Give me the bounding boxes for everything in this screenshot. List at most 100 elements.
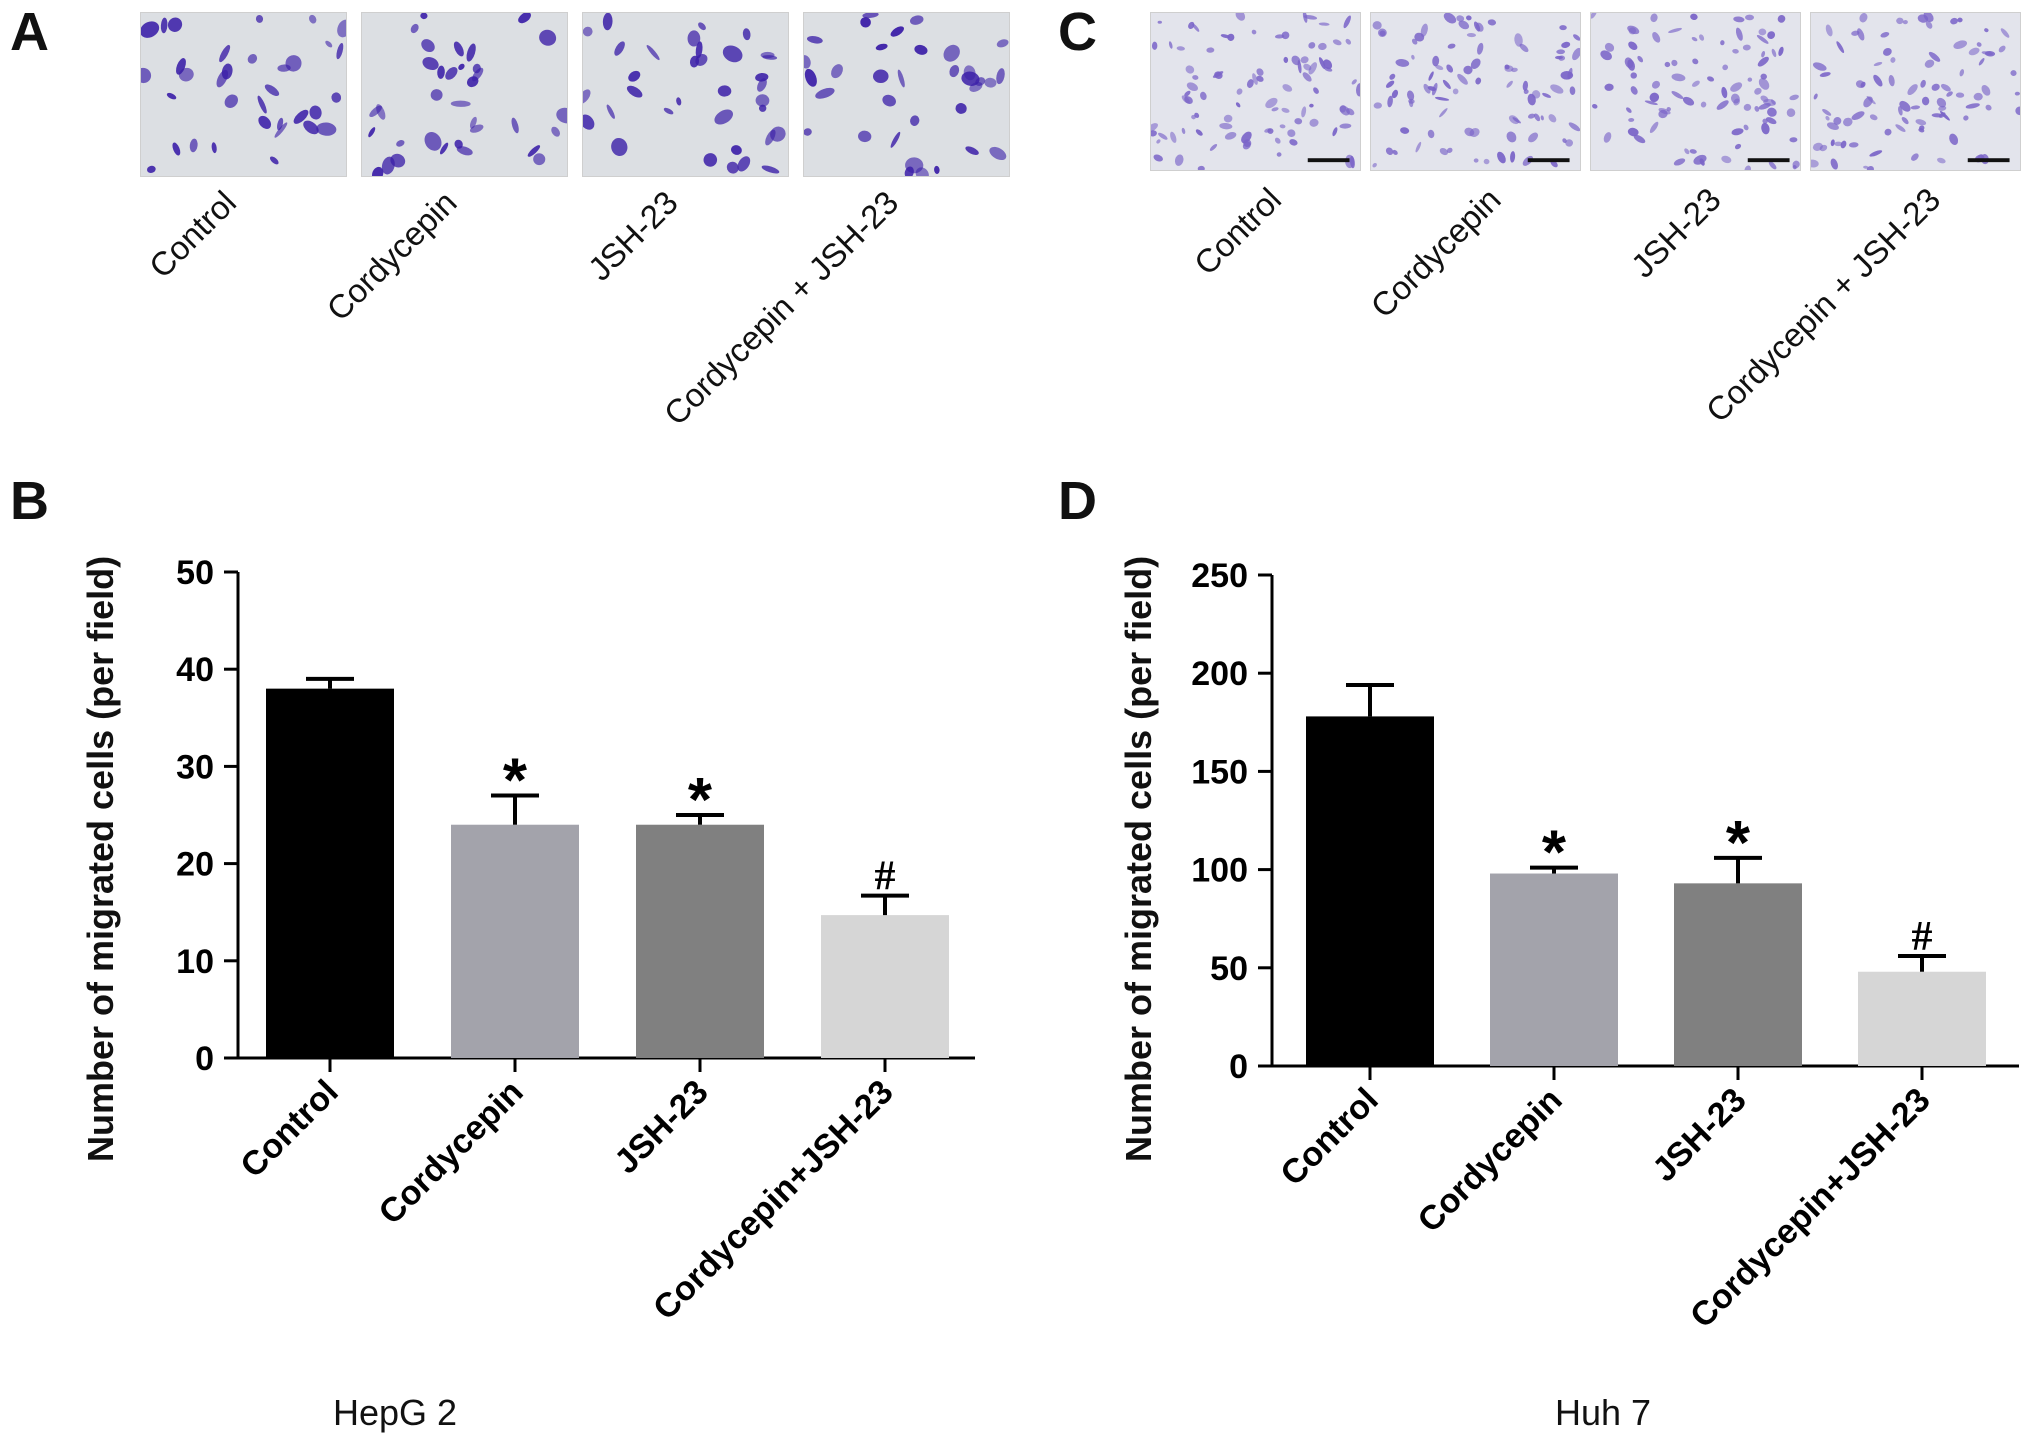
y-tick-label: 20	[176, 846, 214, 884]
stained-cell	[1633, 134, 1646, 144]
micrograph-c-cordycepin	[1370, 12, 1581, 171]
stained-cell	[755, 94, 770, 107]
significance-marker: *	[503, 747, 528, 816]
stained-cell	[1953, 40, 1968, 49]
stained-cell	[1591, 13, 1597, 19]
stained-cell	[1281, 107, 1290, 113]
stained-cell	[1200, 91, 1207, 101]
stained-cell	[1466, 33, 1477, 38]
stained-cell	[1866, 95, 1876, 105]
micrograph-c-combo	[1810, 12, 2021, 171]
stained-cell	[996, 68, 1005, 85]
stained-cell	[614, 41, 625, 56]
stained-cell	[1184, 90, 1191, 97]
x-category-label: JSH-23	[1645, 1081, 1753, 1189]
stained-cell	[141, 67, 152, 84]
stained-cell	[437, 65, 445, 79]
stained-cell	[1176, 46, 1185, 51]
panel-letter-a: A	[10, 2, 49, 62]
stained-cell	[1497, 151, 1506, 164]
stained-cell	[147, 165, 156, 174]
scale-bar	[1967, 158, 2010, 163]
stained-cell	[1236, 88, 1243, 95]
stained-cell	[1851, 111, 1865, 121]
stained-cell	[2010, 70, 2017, 76]
stained-cell	[1757, 56, 1769, 67]
stained-cell	[1522, 80, 1528, 91]
stained-cell	[806, 36, 823, 44]
stained-cell	[1343, 15, 1351, 29]
micrograph-a-combo	[803, 12, 1010, 177]
stained-cell	[1767, 107, 1777, 117]
stained-cell	[815, 87, 835, 99]
stained-cell	[1833, 117, 1842, 125]
stained-cell	[858, 130, 872, 143]
stained-cell	[1197, 165, 1205, 170]
stained-cell	[1890, 57, 1896, 63]
scale-bar	[1307, 158, 1350, 163]
stained-cell	[804, 128, 812, 136]
micrograph-background	[1151, 13, 1360, 170]
stained-cell	[1859, 13, 1868, 23]
stained-cell	[1778, 46, 1784, 57]
stained-cell	[1830, 139, 1835, 147]
bar-combo	[1858, 971, 1986, 1066]
stained-cell	[1825, 24, 1833, 37]
stained-cell	[264, 84, 280, 97]
stained-cell	[1811, 159, 1819, 168]
stained-cell	[737, 156, 751, 172]
stained-cell	[1754, 87, 1762, 95]
stained-cell	[1389, 73, 1396, 80]
stained-cell	[1318, 42, 1327, 51]
stained-cell	[1915, 119, 1927, 126]
stained-cell	[1219, 122, 1233, 130]
stained-cell	[1722, 64, 1729, 71]
stained-cell	[1168, 41, 1173, 49]
stained-cell	[726, 161, 739, 174]
stained-cell	[730, 145, 742, 155]
stained-cell	[1246, 79, 1254, 88]
scale-bar	[1747, 158, 1790, 163]
stained-cell	[1227, 33, 1235, 41]
stained-cell	[949, 65, 960, 78]
stained-cell	[1684, 148, 1690, 155]
stained-cell	[331, 92, 342, 103]
stained-cell	[1345, 154, 1355, 169]
stained-cell	[1834, 141, 1843, 147]
micrograph-c-jsh23-svg	[1591, 13, 1800, 170]
stained-cell	[518, 13, 531, 24]
stained-cell	[1603, 132, 1612, 143]
stained-cell	[1901, 116, 1909, 125]
stained-cell	[1548, 114, 1557, 123]
stained-cell	[1745, 14, 1755, 21]
stained-cell	[1212, 71, 1224, 78]
stained-cell	[1742, 44, 1751, 51]
stained-cell	[1743, 103, 1752, 111]
stained-cell	[211, 142, 217, 154]
stained-cell	[1924, 59, 1935, 68]
scale-bar	[1527, 158, 1570, 163]
stained-cell	[325, 40, 333, 48]
stained-cell	[472, 63, 481, 74]
stained-cell	[1957, 17, 1963, 23]
stained-cell	[943, 44, 960, 62]
stained-cell	[368, 127, 376, 138]
stained-cell	[430, 89, 443, 101]
stained-cell	[1271, 107, 1279, 112]
stained-cell	[1758, 78, 1770, 90]
stained-cell	[255, 14, 264, 23]
stained-cell	[1463, 65, 1473, 75]
stained-cell	[396, 140, 405, 147]
stained-cell	[1848, 142, 1859, 148]
panel-letter-c: C	[1058, 2, 1097, 62]
stained-cell	[1754, 105, 1760, 112]
bar-cordycepin	[1490, 873, 1618, 1066]
stained-cell	[445, 67, 458, 80]
stained-cell	[1747, 77, 1753, 82]
stained-cell	[410, 23, 419, 34]
stained-cell	[466, 43, 476, 62]
stained-cell	[167, 17, 183, 32]
stained-cell	[466, 76, 479, 88]
stained-cell	[1477, 42, 1484, 55]
stained-cell	[1651, 80, 1661, 89]
